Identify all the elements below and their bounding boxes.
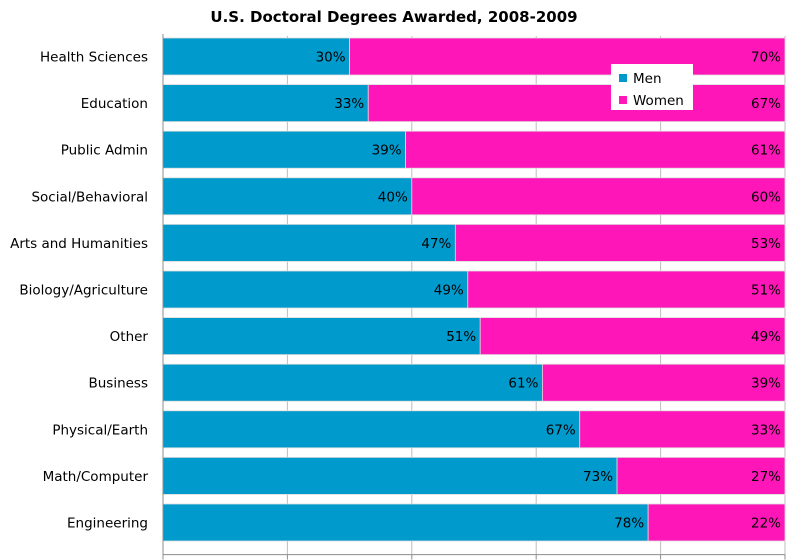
category-label: Engineering <box>67 516 148 532</box>
bar-men-3 <box>162 177 413 216</box>
value-label-men: 39% <box>372 143 402 159</box>
x-axis <box>162 34 786 560</box>
legend: Men Women <box>611 64 693 110</box>
category-label: Public Admin <box>61 143 148 159</box>
category-label: Other <box>110 329 149 345</box>
category-label: Education <box>81 96 148 112</box>
bar-women-9 <box>616 456 786 495</box>
value-label-men: 78% <box>614 516 644 532</box>
bar-men-6 <box>162 317 481 356</box>
value-label-men: 49% <box>434 283 464 299</box>
category-label: Biology/Agriculture <box>19 283 148 299</box>
value-label-women: 39% <box>751 376 781 392</box>
value-label-women: 53% <box>751 236 781 252</box>
value-label-men: 40% <box>378 189 408 205</box>
bar-women-2 <box>405 130 786 169</box>
value-label-women: 70% <box>751 50 781 66</box>
value-label-women: 51% <box>751 283 781 299</box>
bar-women-10 <box>647 503 786 542</box>
bar-men-2 <box>162 130 406 169</box>
category-label: Social/Behavioral <box>31 189 148 205</box>
bars <box>162 37 786 542</box>
bar-men-9 <box>162 456 618 495</box>
value-label-women: 33% <box>751 422 781 438</box>
category-labels: Health Sciences Education Public Admin Soci… <box>10 50 148 532</box>
category-label: Health Sciences <box>40 50 148 66</box>
bar-women-1 <box>367 84 786 122</box>
bar-women-4 <box>454 223 786 262</box>
value-label-women: 22% <box>751 516 781 532</box>
value-label-women: 27% <box>751 469 781 485</box>
bar-men-10 <box>162 503 649 542</box>
legend-swatch-men <box>619 74 627 82</box>
value-label-men: 47% <box>421 236 451 252</box>
bar-men-5 <box>162 270 469 309</box>
value-labels: 30% 70% 33% 67% 39% 61% 40% 60% 47% 53% 49% 51% 51% 4… <box>316 50 782 532</box>
category-label: Arts and Humanities <box>10 236 148 252</box>
value-label-women: 67% <box>751 96 781 112</box>
bar-men-0 <box>162 37 351 76</box>
value-label-women: 61% <box>751 143 781 159</box>
legend-label-men: Men <box>633 71 662 87</box>
bar-men-8 <box>162 410 581 449</box>
category-label: Business <box>88 376 148 392</box>
value-label-women: 60% <box>751 189 781 205</box>
bar-men-4 <box>162 223 456 262</box>
bar-women-3 <box>411 177 786 216</box>
bar-women-6 <box>479 317 786 356</box>
chart-title: U.S. Doctoral Degrees Awarded, 2008-2009 <box>210 8 577 26</box>
legend-label-women: Women <box>633 93 684 109</box>
value-label-men: 67% <box>546 422 576 438</box>
bar-women-7 <box>542 363 786 402</box>
bar-women-8 <box>579 410 786 449</box>
category-label: Math/Computer <box>43 469 149 485</box>
bar-women-0 <box>349 37 786 76</box>
bar-men-7 <box>162 363 543 402</box>
bar-women-5 <box>467 270 786 309</box>
legend-swatch-women <box>619 96 627 104</box>
value-label-men: 33% <box>334 96 364 112</box>
value-label-women: 49% <box>751 329 781 345</box>
value-label-men: 51% <box>446 329 476 345</box>
category-label: Physical/Earth <box>52 422 148 438</box>
value-label-men: 30% <box>316 50 346 66</box>
value-label-men: 61% <box>508 376 538 392</box>
value-label-men: 73% <box>583 469 613 485</box>
